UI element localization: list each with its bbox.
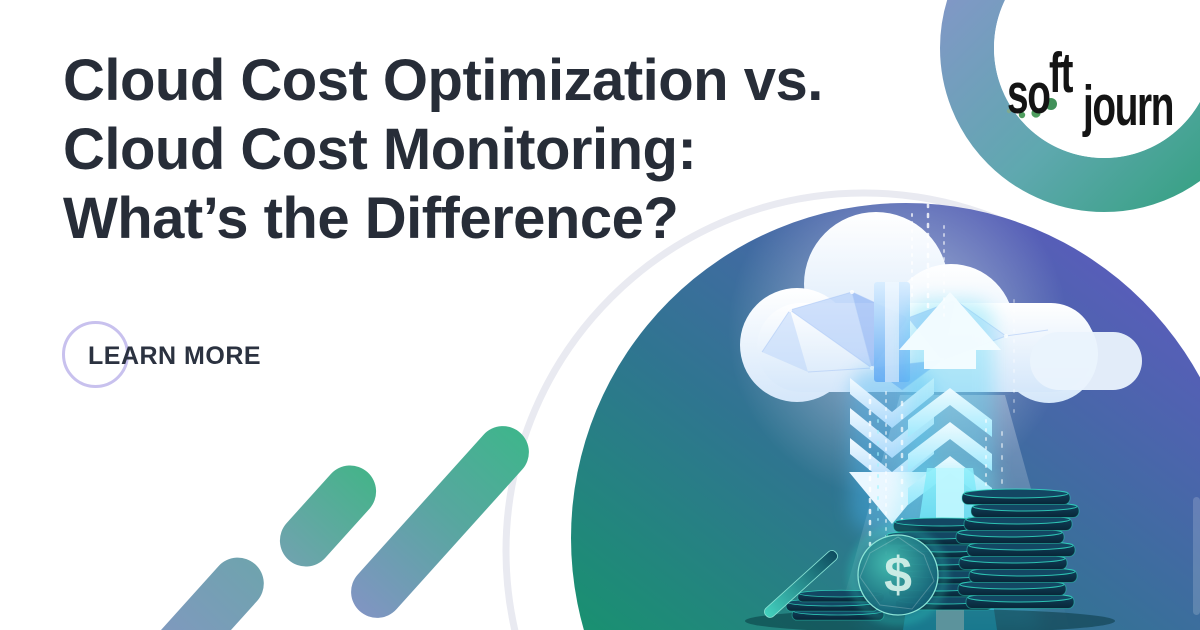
logo-word-journ: journ [1083, 74, 1174, 138]
decorative-arc [502, 189, 1200, 630]
capsule-long [351, 426, 529, 618]
capsule-cut [146, 557, 264, 630]
learn-more-button[interactable]: LEARN MORE [62, 321, 298, 388]
cloud-cost-illustration: $ [728, 203, 1200, 630]
logo-disc [994, 0, 1200, 158]
cta-label: LEARN MORE [88, 342, 262, 370]
logo-word-so: so [1007, 62, 1051, 126]
title-line-1: Cloud Cost Optimization vs. [63, 48, 823, 113]
capsule-decoration [146, 426, 529, 630]
page-title: Cloud Cost Optimization vs. Cloud Cost M… [63, 46, 823, 253]
title-line-2: Cloud Cost Monitoring: [63, 117, 697, 182]
logo-ring [940, 0, 1200, 212]
dollar-sign: $ [884, 547, 912, 603]
softjourn-logo [940, 0, 1200, 212]
coin-stack-icon: $ [745, 488, 1115, 630]
capsule-small [279, 465, 377, 567]
logo-word-ft: ft [1049, 41, 1073, 105]
title-line-3: What’s the Difference? [63, 186, 679, 251]
dollar-coin-icon: $ [848, 525, 948, 625]
leaning-coin-icon [764, 550, 838, 618]
cta-circle-decoration [62, 321, 129, 388]
logo-dots [1006, 98, 1057, 119]
